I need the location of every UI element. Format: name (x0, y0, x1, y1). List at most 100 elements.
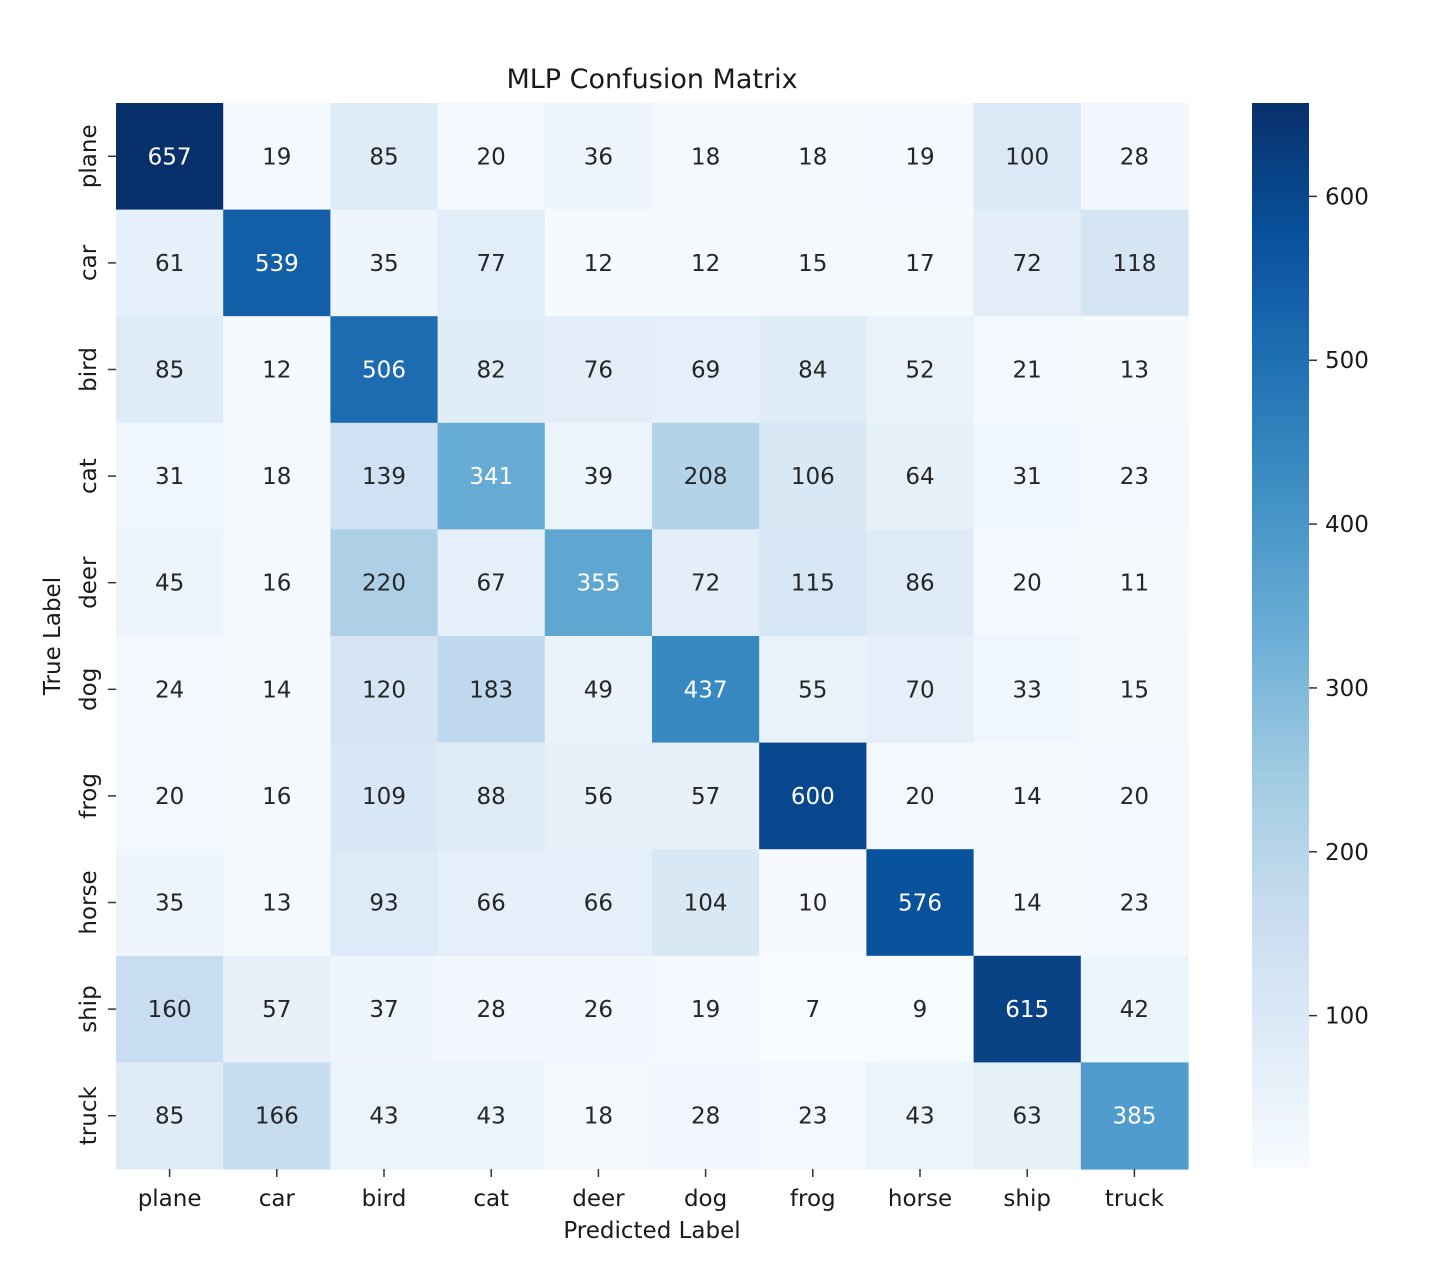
cell-value-label: 42 (1120, 997, 1149, 1023)
heatmap-cell (544, 209, 653, 317)
heatmap-cell (652, 849, 760, 957)
heatmap-cell (330, 422, 439, 530)
heatmap-cell (866, 316, 975, 424)
x-tick-label: bird (362, 1186, 407, 1212)
cell-value-label: 7 (805, 997, 820, 1023)
cell-value-label: 385 (1112, 1104, 1156, 1130)
heatmap-cell (652, 742, 760, 850)
heatmap-cell (759, 849, 867, 957)
colorbar-tick-label: 200 (1325, 840, 1369, 866)
heatmap-cell (223, 955, 331, 1063)
cell-value-label: 15 (1120, 677, 1149, 703)
heatmap-cell (1080, 422, 1189, 530)
heatmap-cell (330, 955, 439, 1063)
cell-value-label: 85 (155, 358, 184, 384)
cell-value-label: 18 (262, 464, 291, 490)
y-tick-label: truck (76, 1086, 102, 1146)
heatmap-cell (437, 636, 546, 744)
heatmap-cell (116, 1062, 224, 1170)
cell-value-label: 49 (584, 677, 613, 703)
cell-value-label: 506 (362, 358, 406, 384)
heatmap-cell (223, 1062, 331, 1170)
cell-value-label: 10 (798, 891, 827, 917)
cell-value-label: 14 (262, 677, 291, 703)
heatmap-cell (866, 422, 975, 530)
cell-value-label: 23 (798, 1104, 827, 1130)
cell-value-label: 615 (1005, 997, 1049, 1023)
heatmap-cell (1080, 103, 1189, 211)
cell-value-label: 28 (477, 997, 506, 1023)
x-tick-label: car (259, 1186, 296, 1212)
x-axis-ticks: plane car bird cat deer dog frog horse ship truck (138, 1169, 1165, 1212)
heatmap-cell (973, 103, 1082, 211)
heatmap-cell (652, 529, 760, 637)
x-tick-label: truck (1105, 1186, 1165, 1212)
cell-value-label: 63 (1013, 1104, 1042, 1130)
cell-value-label: 72 (1013, 251, 1042, 277)
y-tick-label: bird (76, 347, 102, 392)
cell-value-label: 9 (913, 997, 928, 1023)
cell-value-label: 45 (155, 571, 184, 597)
heatmap-cell (1080, 849, 1189, 957)
cell-value-label: 82 (477, 358, 506, 384)
heatmap-cell (116, 849, 224, 957)
cell-value-label: 28 (1120, 144, 1149, 170)
heatmap-cell (223, 636, 331, 744)
heatmap-cell (330, 849, 439, 957)
cell-value-label: 26 (584, 997, 613, 1023)
colorbar-tick-label: 100 (1325, 1004, 1369, 1030)
cell-value-label: 100 (1005, 144, 1049, 170)
heatmap-cell (223, 103, 331, 211)
heatmap-cell (223, 742, 331, 850)
cell-value-label: 66 (477, 891, 506, 917)
cell-value-label: 85 (369, 144, 398, 170)
cell-value-label: 355 (576, 571, 620, 597)
heatmap-cell (223, 316, 331, 424)
heatmap-cell (759, 209, 867, 317)
x-tick-label: cat (473, 1186, 509, 1212)
heatmap-cell (759, 955, 867, 1063)
cell-value-label: 21 (1013, 358, 1042, 384)
heatmap-cell (330, 316, 439, 424)
cell-value-label: 576 (898, 891, 942, 917)
heatmap-cell (759, 636, 867, 744)
y-tick-label: car (76, 244, 102, 281)
cell-value-label: 67 (477, 571, 506, 597)
cell-value-label: 15 (798, 251, 827, 277)
heatmap-cell (437, 849, 546, 957)
heatmap-cell (223, 529, 331, 637)
colorbar-tick-label: 600 (1325, 184, 1369, 210)
heatmap-cell (866, 529, 975, 637)
heatmap-cell (759, 529, 867, 637)
heatmap-cell (330, 1062, 439, 1170)
cell-value-label: 20 (1013, 571, 1042, 597)
heatmap-cell (973, 742, 1082, 850)
x-tick-label: horse (888, 1186, 952, 1212)
heatmap-cell (116, 316, 224, 424)
heatmap-cell (544, 636, 653, 744)
colorbar (1252, 103, 1309, 1168)
x-tick-label: dog (684, 1186, 727, 1212)
heatmap-cell (652, 636, 760, 744)
heatmap-cell (437, 103, 546, 211)
heatmap-cell (223, 422, 331, 530)
cell-value-label: 600 (791, 784, 835, 810)
heatmap-cell (973, 422, 1082, 530)
y-tick-label: dog (76, 668, 102, 711)
cell-value-label: 57 (262, 997, 291, 1023)
cell-value-label: 52 (905, 358, 934, 384)
cell-value-label: 539 (255, 251, 299, 277)
heatmap-cell (1080, 209, 1189, 317)
cell-value-label: 18 (584, 1104, 613, 1130)
heatmap-cell (116, 955, 224, 1063)
cell-value-label: 106 (791, 464, 835, 490)
cell-value-label: 12 (262, 358, 291, 384)
cell-value-label: 16 (262, 784, 291, 810)
heatmap-cell (437, 1062, 546, 1170)
cell-value-label: 56 (584, 784, 613, 810)
heatmap-cell (116, 529, 224, 637)
heatmap-cell (116, 209, 224, 317)
cell-value-label: 77 (477, 251, 506, 277)
cell-value-label: 19 (262, 144, 291, 170)
y-tick-label: frog (76, 773, 102, 819)
